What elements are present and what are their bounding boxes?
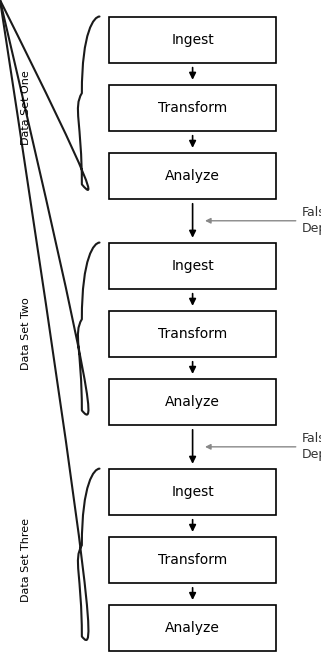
Bar — [109, 243, 276, 289]
Text: Ingest: Ingest — [171, 485, 214, 499]
Bar — [109, 469, 276, 515]
Bar — [109, 379, 276, 425]
Bar — [109, 605, 276, 651]
Text: Transform: Transform — [158, 553, 227, 567]
Text: Analyze: Analyze — [165, 169, 220, 183]
Bar — [109, 17, 276, 63]
Text: Transform: Transform — [158, 100, 227, 115]
Text: Data Set One: Data Set One — [21, 70, 31, 145]
Text: Analyze: Analyze — [165, 395, 220, 409]
Text: Analyze: Analyze — [165, 621, 220, 635]
Text: Data Set Two: Data Set Two — [21, 297, 31, 370]
Text: Ingest: Ingest — [171, 258, 214, 273]
Text: Ingest: Ingest — [171, 32, 214, 47]
Bar — [109, 85, 276, 131]
Text: Data Set Three: Data Set Three — [21, 518, 31, 602]
Bar — [109, 537, 276, 583]
Text: False
Dependency: False Dependency — [302, 432, 321, 461]
Text: Transform: Transform — [158, 327, 227, 341]
Bar — [109, 153, 276, 199]
Bar — [109, 311, 276, 357]
Text: False
Dependency: False Dependency — [302, 206, 321, 235]
